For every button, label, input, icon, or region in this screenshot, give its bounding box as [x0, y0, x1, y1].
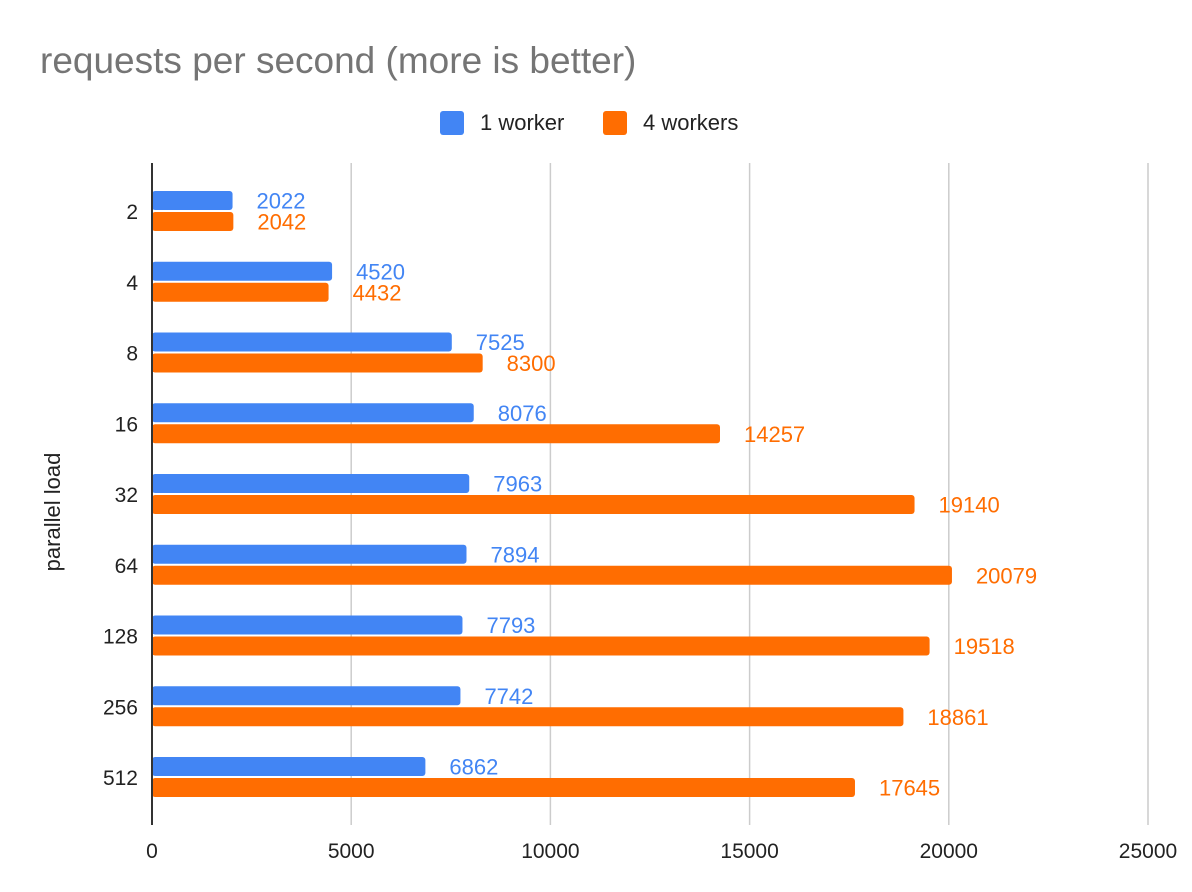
legend-label-1: 1 worker [480, 110, 564, 135]
bar-1-worker-64 [152, 544, 467, 564]
y-tick-label-16: 16 [115, 413, 138, 436]
data-label-4-workers-4: 4432 [353, 280, 402, 305]
data-label-1-worker-4: 4520 [356, 259, 405, 284]
bar-1-worker-256 [152, 686, 461, 706]
y-tick-label-512: 512 [103, 767, 138, 790]
x-tick-label-15000: 15000 [720, 840, 778, 863]
bar-1-worker-8 [152, 332, 452, 352]
x-tick-label-20000: 20000 [920, 840, 978, 863]
data-label-1-worker-64: 7894 [490, 542, 539, 567]
bar-4-workers-32 [152, 495, 915, 514]
y-tick-label-32: 32 [115, 484, 138, 507]
data-label-1-worker-16: 8076 [498, 401, 547, 426]
data-label-1-worker-256: 7742 [484, 684, 533, 709]
y-axis-title: parallel load [40, 453, 65, 572]
data-label-4-workers-2: 2042 [257, 210, 306, 235]
data-label-4-workers-64: 20079 [976, 563, 1037, 588]
bar-1-worker-2 [152, 191, 233, 210]
y-tick-label-64: 64 [115, 555, 139, 578]
data-label-1-worker-128: 7793 [486, 613, 535, 638]
bar-4-workers-64 [152, 565, 952, 585]
bar-4-workers-8 [152, 353, 483, 373]
y-tick-label-4: 4 [126, 272, 138, 295]
data-label-1-worker-2: 2022 [257, 189, 306, 214]
y-tick-labels: 2 4 8 16 32 64 128 256 512 [103, 201, 138, 790]
x-tick-label-0: 0 [146, 840, 158, 863]
chart-title: requests per second (more is better) [40, 40, 636, 81]
bar-1-worker-32 [152, 474, 470, 493]
bar-4-workers-2 [152, 212, 234, 231]
y-tick-label-128: 128 [103, 626, 138, 649]
y-tick-label-2: 2 [126, 201, 138, 224]
data-label-1-worker-8: 7525 [476, 330, 525, 355]
data-label-1-worker-32: 7963 [493, 472, 542, 497]
bar-4-workers-4 [152, 282, 329, 302]
x-tick-label-5000: 5000 [328, 840, 375, 863]
legend: 1 worker 4 workers [440, 110, 738, 135]
bar-4-workers-128 [152, 636, 930, 656]
y-tick-label-256: 256 [103, 696, 138, 719]
legend-label-2: 4 workers [643, 110, 738, 135]
data-label-4-workers-128: 19518 [954, 634, 1015, 659]
legend-swatch-1 [440, 111, 464, 135]
data-label-1-worker-512: 6862 [449, 755, 498, 780]
bar-1-worker-128 [152, 615, 463, 635]
data-label-4-workers-16: 14257 [744, 422, 805, 447]
bar-4-workers-512 [152, 778, 855, 797]
bars [152, 191, 952, 797]
bar-4-workers-256 [152, 707, 904, 727]
x-tick-label-10000: 10000 [521, 840, 579, 863]
bar-1-worker-512 [152, 757, 426, 776]
bar-1-worker-16 [152, 403, 474, 423]
data-label-4-workers-512: 17645 [879, 776, 940, 801]
y-tick-label-8: 8 [126, 343, 138, 366]
data-label-4-workers-32: 19140 [939, 493, 1000, 518]
x-tick-label-25000: 25000 [1119, 840, 1177, 863]
data-label-4-workers-8: 8300 [507, 351, 556, 376]
bar-4-workers-16 [152, 424, 720, 444]
bar-1-worker-4 [152, 261, 333, 281]
x-tick-labels: 0 5000 10000 15000 20000 25000 [146, 840, 1177, 863]
data-label-4-workers-256: 18861 [927, 705, 988, 730]
legend-swatch-2 [603, 111, 627, 135]
